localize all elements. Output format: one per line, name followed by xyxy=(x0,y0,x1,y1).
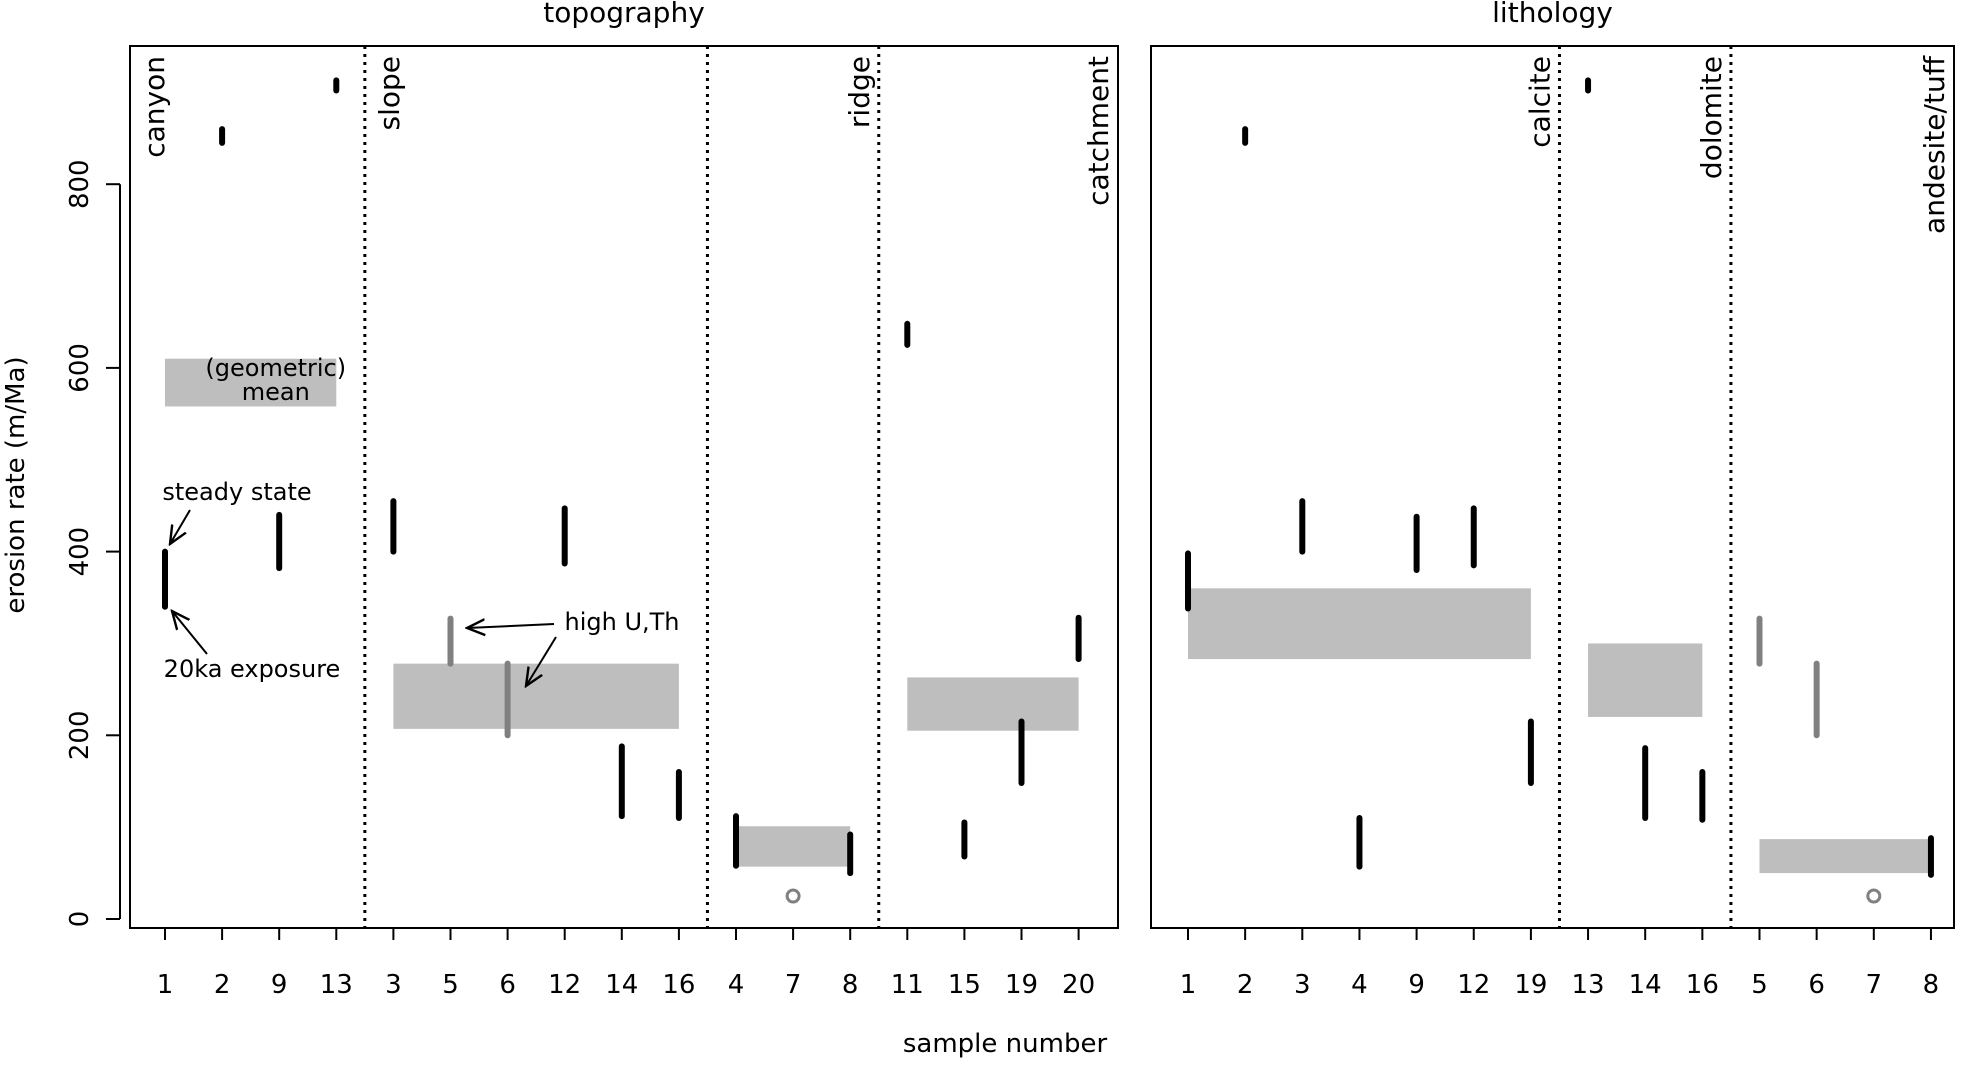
group-label: canyon xyxy=(138,56,171,158)
group-label: ridge xyxy=(843,56,876,128)
high-uth-arrow-5 xyxy=(467,624,555,628)
x-tick-label: 13 xyxy=(1572,970,1605,1000)
mean-box-slope xyxy=(393,663,679,729)
mean-label-line1: (geometric) xyxy=(205,354,346,382)
x-tick-label: 1 xyxy=(157,970,174,1000)
mean-box-catchment xyxy=(907,677,1079,731)
x-tick-label: 16 xyxy=(1686,970,1719,1000)
group-label: calcite xyxy=(1523,56,1556,148)
x-tick-label: 2 xyxy=(214,970,231,1000)
panel-frame-2 xyxy=(1150,45,1955,929)
x-tick-label: 1 xyxy=(1180,970,1197,1000)
x-tick-label: 14 xyxy=(605,970,638,1000)
y-axis-label: erosion rate (m/Ma) xyxy=(1,356,31,613)
x-tick-label: 20 xyxy=(1062,970,1095,1000)
x-tick-label: 11 xyxy=(891,970,924,1000)
x-tick-label: 7 xyxy=(785,970,802,1000)
x-tick-label: 13 xyxy=(320,970,353,1000)
mean-box-andesite-tuff xyxy=(1759,839,1931,874)
exposure-arrow xyxy=(172,611,208,655)
x-tick-label: 19 xyxy=(1514,970,1547,1000)
y-tick-label: 400 xyxy=(65,527,95,577)
x-tick-label: 4 xyxy=(728,970,745,1000)
y-tick-label: 200 xyxy=(65,710,95,760)
outlier-point xyxy=(785,888,801,904)
x-tick-label: 16 xyxy=(662,970,695,1000)
x-tick-label: 12 xyxy=(1457,970,1490,1000)
x-tick-label: 9 xyxy=(1408,970,1425,1000)
mean-box-canyon xyxy=(165,358,337,407)
group-label: catchment xyxy=(1082,56,1115,206)
x-tick-label: 4 xyxy=(1351,970,1368,1000)
x-tick-label: 19 xyxy=(1005,970,1038,1000)
x-tick-label: 12 xyxy=(548,970,581,1000)
x-tick-label: 7 xyxy=(1866,970,1883,1000)
panel-title: lithology xyxy=(1492,0,1613,29)
group-label: slope xyxy=(373,56,406,131)
exposure-label: 20ka exposure xyxy=(164,655,341,683)
x-tick-label: 15 xyxy=(948,970,981,1000)
steady-state-label: steady state xyxy=(162,478,311,506)
x-tick-label: 3 xyxy=(385,970,402,1000)
y-tick-label: 800 xyxy=(65,159,95,209)
high-uth-label: high U,Th xyxy=(564,608,679,636)
high-uth-arrow-6 xyxy=(526,636,557,686)
x-tick-label: 9 xyxy=(271,970,288,1000)
mean-box-calcite xyxy=(1188,588,1531,660)
group-label: andesite/tuff xyxy=(1918,55,1951,234)
outlier-point xyxy=(1866,888,1882,904)
y-tick-label: 600 xyxy=(65,343,95,393)
steady-state-arrow xyxy=(170,509,191,544)
x-axis-label: sample number xyxy=(903,1029,1108,1059)
x-tick-label: 5 xyxy=(442,970,459,1000)
x-tick-label: 6 xyxy=(1808,970,1825,1000)
x-tick-label: 8 xyxy=(1923,970,1940,1000)
x-tick-label: 6 xyxy=(499,970,516,1000)
x-tick-label: 8 xyxy=(842,970,859,1000)
mean-label-line2: mean xyxy=(242,378,310,406)
x-tick-label: 14 xyxy=(1629,970,1662,1000)
x-tick-label: 5 xyxy=(1751,970,1768,1000)
mean-box-ridge xyxy=(736,826,851,867)
group-label: dolomite xyxy=(1695,56,1728,179)
x-tick-label: 3 xyxy=(1294,970,1311,1000)
x-tick-label: 2 xyxy=(1237,970,1254,1000)
panel-title: topography xyxy=(543,0,705,29)
y-tick-label: 0 xyxy=(65,911,95,928)
mean-box-dolomite xyxy=(1588,643,1703,717)
